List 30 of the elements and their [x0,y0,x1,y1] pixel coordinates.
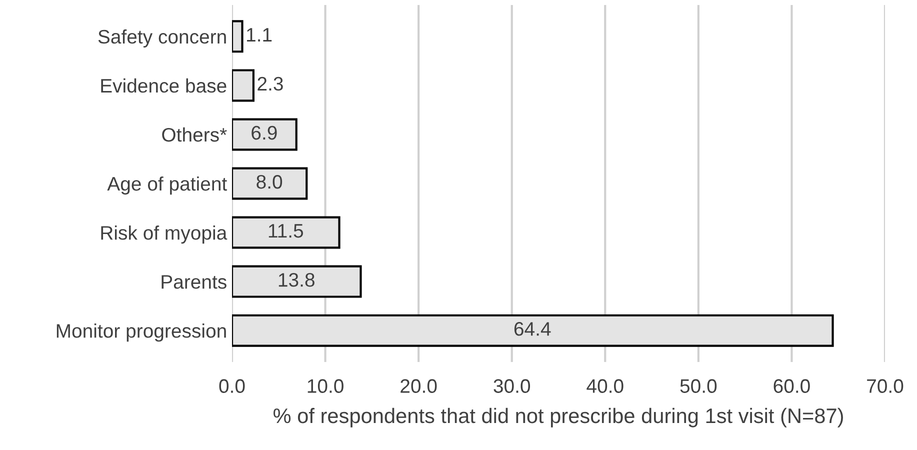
data-label: 1.1 [247,28,272,42]
data-label: 6.9 [252,126,277,140]
bar [232,20,244,53]
data-label: 11.5 [268,224,304,238]
y-tick-label: Age of patient [107,176,228,195]
y-tick-label: Parents [162,275,226,289]
y-tick-label: Safety concern [98,29,226,48]
y-tick-label: Evidence base [101,78,226,93]
x-tick-label: 40.0 [586,379,624,393]
bar [232,265,362,298]
bar [232,167,308,200]
x-tick-label: 20.0 [400,379,437,393]
bar [232,118,298,151]
y-tick-label: Others* [162,127,227,142]
y-tick-label: Risk of myopia [101,225,228,244]
x-tick-label: 50.0 [680,379,717,393]
x-tick-label: 10.0 [308,379,344,393]
data-label: 8.0 [256,174,282,189]
data-label: 13.8 [278,273,314,287]
data-label: 64.4 [514,322,551,336]
y-tick-label: Monitor progression [56,324,226,342]
x-tick-label: 60.0 [774,379,810,393]
bar [232,69,254,102]
x-tick-label: 30.0 [494,379,530,393]
x-axis-title: % of respondents that did not prescribe during 1st visit (N=87) [274,408,843,428]
x-tick-label: 0.0 [219,379,245,393]
bar [232,314,834,347]
data-label: 2.3 [258,76,283,91]
x-tick-label: 70.0 [867,379,904,393]
bar [232,216,340,249]
